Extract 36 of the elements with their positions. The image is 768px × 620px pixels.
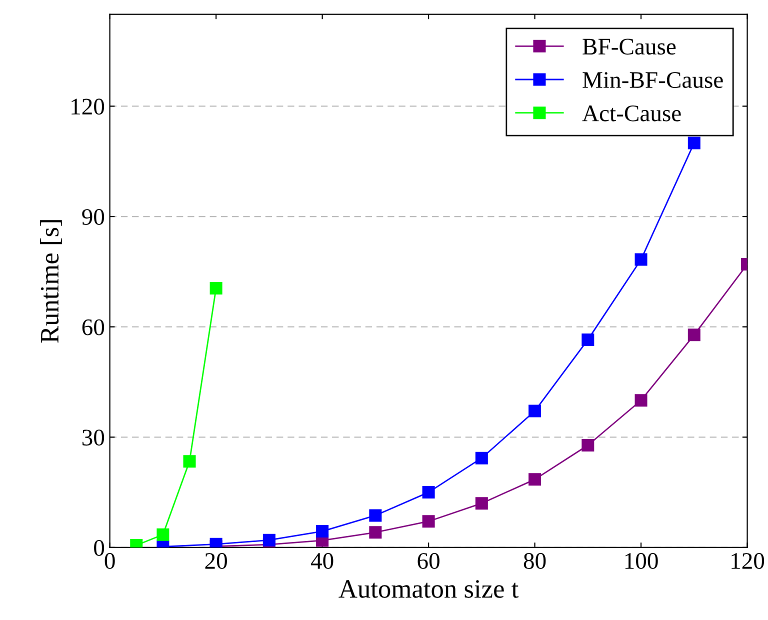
point (475, 452, 488, 464)
x-tick-label: 0 (104, 553, 115, 569)
legend-label: Min-BF-Cause (582, 72, 723, 88)
y-tick-label: 120 (72, 98, 104, 115)
y-axis-title: Runtime [s] (40, 220, 62, 343)
y-tick-label: 30 (82, 430, 104, 446)
point (422, 515, 435, 528)
point (475, 497, 488, 510)
point (688, 136, 700, 150)
x-tick-label: 40 (310, 553, 334, 569)
point (582, 333, 594, 346)
x-tick-label: 20 (205, 553, 227, 569)
x-tick-label: 100 (625, 553, 658, 569)
point (210, 282, 222, 294)
x-tick-label: 60 (418, 553, 440, 569)
x-tick-label: 120 (732, 553, 764, 569)
point (183, 455, 196, 468)
point (528, 404, 542, 418)
y-tick-label: 60 (82, 319, 104, 336)
x-axis-title: Automaton size t (338, 580, 519, 598)
x-tick-label: 80 (524, 553, 546, 569)
point (634, 394, 648, 407)
legend-label: BF-Cause (582, 38, 676, 55)
point (156, 528, 170, 541)
point (422, 486, 435, 499)
point (528, 473, 542, 486)
y-tick-label: 0 (94, 540, 104, 556)
point (262, 534, 276, 546)
point (369, 526, 382, 539)
point (582, 438, 594, 452)
point (688, 328, 700, 342)
y-tick-label: 90 (82, 209, 104, 225)
point (369, 509, 382, 522)
point (634, 253, 648, 266)
point (316, 525, 329, 538)
legend-label: Act-Cause (582, 105, 681, 122)
